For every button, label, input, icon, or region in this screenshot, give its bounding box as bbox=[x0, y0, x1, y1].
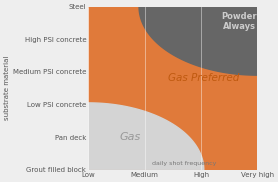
Text: Powder
Always: Powder Always bbox=[222, 12, 257, 31]
Polygon shape bbox=[139, 7, 257, 75]
Text: Gas Preferred: Gas Preferred bbox=[168, 73, 239, 83]
Polygon shape bbox=[88, 103, 204, 170]
Y-axis label: substrate material: substrate material bbox=[4, 56, 10, 120]
Text: Gas: Gas bbox=[120, 132, 141, 142]
Text: daily shot frequency: daily shot frequency bbox=[152, 161, 216, 166]
